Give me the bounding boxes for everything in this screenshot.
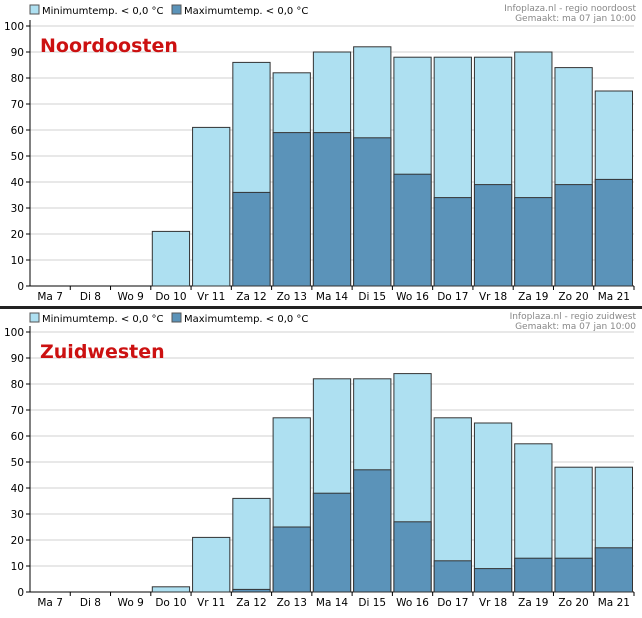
x-tick-label: Wo 16 (396, 291, 429, 303)
bar-max (272, 132, 311, 287)
x-tick-label: Ma 7 (37, 597, 63, 609)
x-tick-label: Ma 21 (598, 597, 630, 609)
x-tick-label: Vr 18 (479, 597, 507, 609)
x-tick-label: Do 17 (437, 597, 468, 609)
region-title: Noordoosten (40, 35, 178, 57)
bar-max (554, 557, 593, 593)
x-tick-label: Vr 11 (197, 597, 225, 609)
x-tick-label: Di 8 (80, 597, 101, 609)
x-tick-label: Wo 9 (118, 291, 144, 303)
x-tick-label: Do 10 (155, 597, 186, 609)
bar-max (232, 191, 271, 287)
y-tick-label: 0 (17, 587, 24, 599)
y-tick-label: 40 (11, 177, 24, 189)
bar-max (514, 197, 553, 287)
legend-swatch-max (171, 4, 182, 15)
y-tick-label: 30 (11, 509, 24, 521)
bar-max (353, 469, 392, 593)
y-tick-label: 80 (11, 73, 24, 85)
y-tick-label: 70 (11, 405, 24, 417)
x-tick-label: Za 19 (518, 291, 548, 303)
y-tick-label: 10 (11, 561, 24, 573)
x-tick-label: Za 12 (236, 291, 266, 303)
y-tick-label: 90 (11, 353, 24, 365)
legend-label-max: Maximumtemp. < 0,0 °C (184, 314, 308, 325)
y-tick-label: 20 (11, 229, 24, 241)
bar-max (272, 526, 311, 593)
x-tick-label: Zo 20 (558, 597, 588, 609)
bar-max (353, 137, 392, 287)
bar-max (554, 184, 593, 287)
x-tick-label: Ma 14 (316, 597, 349, 609)
x-tick-label: Vr 18 (479, 291, 507, 303)
bar-max (232, 588, 271, 593)
x-tick-label: Ma 7 (37, 291, 63, 303)
bar-max (594, 178, 634, 287)
bar-min (232, 497, 271, 593)
region-title: Zuidwesten (40, 341, 165, 363)
y-tick-label: 10 (11, 255, 24, 267)
bar-max (393, 173, 432, 287)
x-tick-label: Zo 20 (558, 291, 588, 303)
x-tick-label: Ma 14 (316, 291, 349, 303)
x-tick-label: Wo 9 (118, 597, 144, 609)
bar-max (312, 132, 352, 287)
bar-max (433, 560, 472, 593)
x-tick-label: Za 12 (236, 597, 266, 609)
x-tick-label: Ma 21 (598, 291, 630, 303)
bar-min (151, 586, 191, 593)
bar-max (393, 521, 432, 593)
y-tick-label: 70 (11, 99, 24, 111)
bar-min (473, 422, 513, 593)
y-tick-label: 90 (11, 47, 24, 59)
x-tick-label: Zo 13 (277, 597, 307, 609)
y-tick-label: 50 (11, 457, 24, 469)
bar-max (514, 557, 553, 593)
y-tick-label: 100 (4, 327, 24, 339)
x-tick-label: Di 15 (358, 597, 386, 609)
y-tick-label: 80 (11, 379, 24, 391)
panel-separator (0, 306, 642, 309)
y-tick-label: 60 (11, 431, 24, 443)
x-tick-label: Di 8 (80, 291, 101, 303)
bar-min (151, 230, 191, 287)
x-tick-label: Do 10 (155, 291, 186, 303)
x-tick-label: Vr 11 (197, 291, 225, 303)
x-tick-label: Za 19 (518, 597, 548, 609)
bar-max (312, 492, 352, 593)
bar-min (192, 536, 231, 593)
y-tick-label: 40 (11, 483, 24, 495)
x-tick-label: Wo 16 (396, 597, 429, 609)
legend-swatch-max (171, 312, 182, 323)
x-tick-label: Di 15 (358, 291, 386, 303)
y-tick-label: 0 (17, 281, 24, 293)
y-tick-label: 20 (11, 535, 24, 547)
legend-swatch-min (29, 4, 40, 15)
made-label: Gemaakt: ma 07 jan 10:00 (515, 322, 636, 332)
y-tick-label: 60 (11, 125, 24, 137)
y-tick-label: 100 (4, 21, 24, 33)
bar-min (192, 126, 231, 287)
source-label: Infoplaza.nl - regio zuidwest (510, 312, 637, 322)
legend-label-max: Maximumtemp. < 0,0 °C (184, 6, 308, 17)
bar-max (594, 547, 634, 593)
made-label: Gemaakt: ma 07 jan 10:00 (515, 14, 636, 24)
source-label: Infoplaza.nl - regio noordoost (504, 4, 636, 14)
y-tick-label: 30 (11, 203, 24, 215)
legend-label-min: Minimumtemp. < 0,0 °C (42, 314, 164, 325)
bar-max (473, 568, 513, 593)
legend-swatch-min (29, 312, 40, 323)
x-tick-label: Zo 13 (277, 291, 307, 303)
bar-max (433, 197, 472, 287)
x-tick-label: Do 17 (437, 291, 468, 303)
bar-max (473, 184, 513, 287)
y-tick-label: 50 (11, 151, 24, 163)
legend-label-min: Minimumtemp. < 0,0 °C (42, 6, 164, 17)
